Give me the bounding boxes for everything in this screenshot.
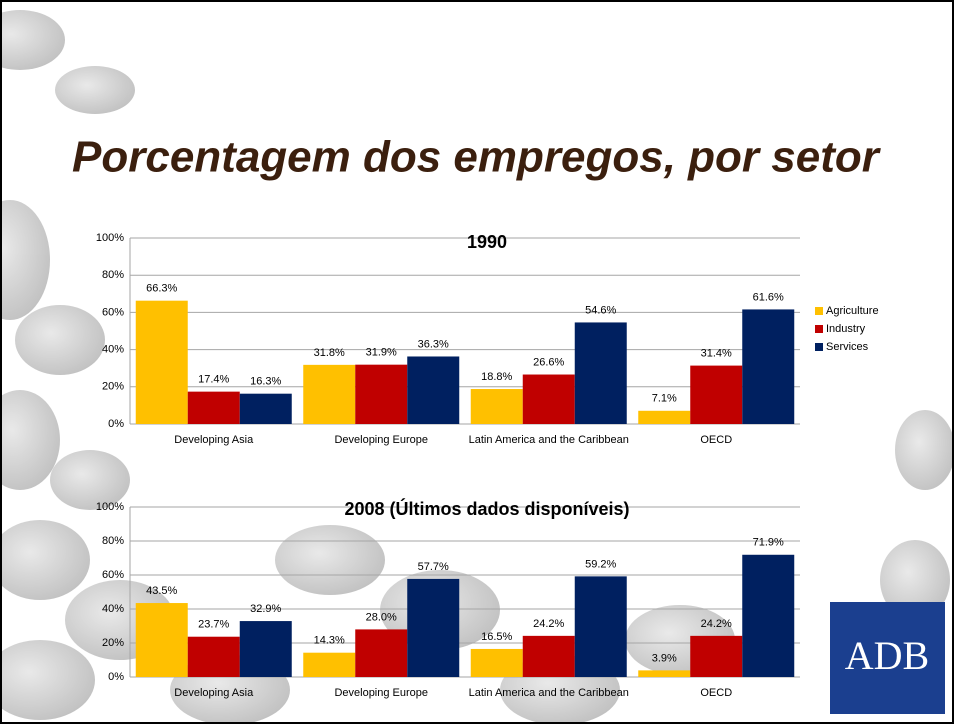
x-tick-label: OECD [700, 434, 732, 446]
value-label: 18.8% [481, 371, 512, 383]
bar [471, 649, 523, 677]
y-tick-label: 20% [102, 637, 124, 649]
legend-label: Industry [826, 323, 866, 335]
y-tick-label: 20% [102, 381, 124, 393]
value-label: 32.9% [250, 603, 281, 615]
bar [742, 309, 794, 424]
value-label: 31.8% [314, 347, 345, 359]
legend-swatch [815, 343, 823, 351]
y-tick-label: 40% [102, 603, 124, 615]
legend-label: Agriculture [826, 305, 879, 317]
x-tick-label: Developing Europe [334, 434, 428, 446]
bar [742, 555, 794, 677]
y-tick-label: 0% [108, 671, 124, 683]
value-label: 61.6% [753, 291, 784, 303]
x-tick-label: Latin America and the Caribbean [469, 687, 629, 699]
bar [690, 636, 742, 677]
value-label: 16.3% [250, 376, 281, 388]
chart-title: 1990 [467, 232, 507, 252]
bar [575, 322, 627, 424]
value-label: 14.3% [314, 635, 345, 647]
bar [240, 621, 292, 677]
value-label: 16.5% [481, 631, 512, 643]
value-label: 31.9% [366, 347, 397, 359]
slide: Porcentagem dos empregos, por setor 0% 20… [0, 0, 954, 724]
bar [523, 375, 575, 424]
x-tick-label: Developing Asia [174, 434, 254, 446]
y-tick-label: 80% [102, 269, 124, 281]
bar [638, 411, 690, 424]
chart-title: 2008 (Últimos dados disponíveis) [344, 498, 629, 519]
value-label: 43.5% [146, 585, 177, 597]
bar [407, 356, 459, 424]
value-label: 54.6% [585, 304, 616, 316]
bar [575, 576, 627, 677]
bar [407, 579, 459, 677]
y-tick-label: 60% [102, 569, 124, 581]
y-tick-label: 0% [108, 418, 124, 430]
bar [188, 637, 240, 677]
bar [471, 389, 523, 424]
value-label: 24.2% [701, 618, 732, 630]
value-label: 36.3% [418, 338, 449, 350]
value-label: 31.4% [701, 348, 732, 360]
value-label: 17.4% [198, 374, 229, 386]
bar [136, 603, 188, 677]
bar [355, 365, 407, 424]
value-label: 57.7% [418, 561, 449, 573]
bar [523, 636, 575, 677]
y-tick-label: 100% [96, 501, 124, 513]
value-label: 3.9% [652, 652, 677, 664]
x-tick-label: Developing Europe [334, 687, 428, 699]
y-tick-label: 40% [102, 344, 124, 356]
bar [355, 629, 407, 677]
y-tick-label: 100% [96, 232, 124, 244]
value-label: 24.2% [533, 618, 564, 630]
bar [136, 301, 188, 424]
legend-label: Services [826, 341, 869, 353]
value-label: 7.1% [652, 393, 677, 405]
y-tick-label: 60% [102, 306, 124, 318]
value-label: 66.3% [146, 283, 177, 295]
chart: Porcentagem dos empregos, por setor 0% 20… [0, 0, 954, 724]
value-label: 71.9% [753, 537, 784, 549]
x-tick-label: OECD [700, 687, 732, 699]
bar [303, 653, 355, 677]
x-tick-label: Developing Asia [174, 687, 254, 699]
logo: ADB [845, 633, 929, 678]
value-label: 59.2% [585, 558, 616, 570]
bar [303, 365, 355, 424]
legend-swatch [815, 307, 823, 315]
x-tick-label: Latin America and the Caribbean [469, 434, 629, 446]
value-label: 26.6% [533, 356, 564, 368]
bar [638, 670, 690, 677]
value-label: 23.7% [198, 619, 229, 631]
y-tick-label: 80% [102, 535, 124, 547]
bar [690, 366, 742, 424]
slide-title: Porcentagem dos empregos, por setor [72, 133, 882, 182]
value-label: 28.0% [366, 611, 397, 623]
bar [240, 394, 292, 424]
legend-swatch [815, 325, 823, 333]
bar [188, 392, 240, 424]
